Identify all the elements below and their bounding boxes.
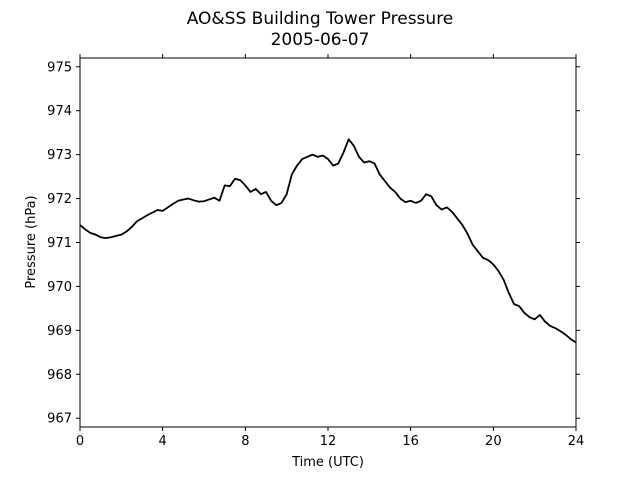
- x-tick-label: 20: [485, 434, 502, 449]
- x-tick-label: 16: [402, 434, 419, 449]
- chart-subtitle: 2005-06-07: [271, 30, 370, 50]
- y-tick-label: 973: [47, 148, 72, 163]
- plot-frame: [79, 57, 577, 428]
- x-tick-label: 0: [76, 434, 84, 449]
- y-tick-label: 974: [47, 104, 72, 119]
- y-axis-label: Pressure (hPa): [24, 195, 39, 288]
- ticks-group: 0 4 8 12 16 20 24 967 968 969 970 971 972 973 974 975: [47, 54, 584, 449]
- y-tick-label: 970: [47, 280, 72, 295]
- y-tick-label: 975: [47, 60, 72, 75]
- x-tick-label: 4: [159, 434, 167, 449]
- y-tick-label: 967: [47, 412, 72, 427]
- x-tick-label: 24: [568, 434, 585, 449]
- y-tick-label: 971: [47, 236, 72, 251]
- chart-title: AO&SS Building Tower Pressure: [187, 9, 454, 29]
- y-tick-label: 968: [47, 368, 72, 383]
- y-tick-label: 972: [47, 192, 72, 207]
- y-tick-label: 969: [47, 324, 72, 339]
- x-tick-label: 12: [320, 434, 337, 449]
- series-line: [79, 138, 577, 344]
- x-axis-label: Time (UTC): [291, 455, 364, 470]
- x-tick-label: 8: [241, 434, 249, 449]
